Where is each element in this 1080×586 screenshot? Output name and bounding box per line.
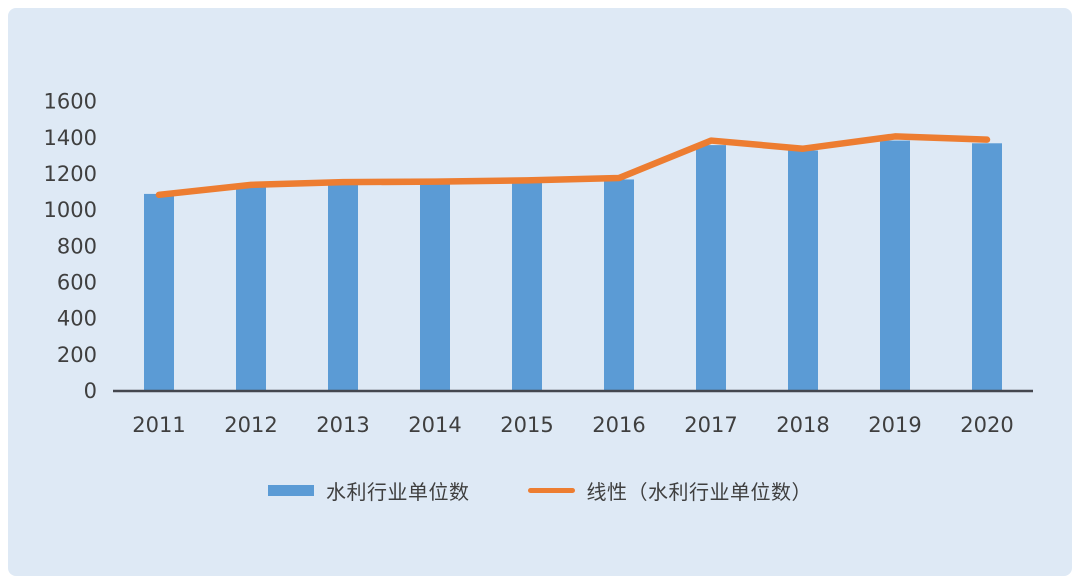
bar-2015 (512, 181, 542, 391)
trend-line (155, 133, 991, 199)
line-series-swatch-icon (527, 488, 575, 493)
y-axis-tick-label: 0 (84, 379, 97, 403)
x-axis-tick-label: 2018 (776, 413, 829, 437)
bar-2017 (696, 145, 726, 391)
bar-2011 (144, 193, 174, 391)
y-axis-tick-label: 200 (57, 343, 97, 367)
y-axis-tick-label: 1000 (44, 198, 97, 222)
bar-2012 (236, 186, 266, 391)
bar-2019 (880, 140, 910, 391)
bar-2013 (328, 183, 358, 391)
chart-legend: 水利行业单位数 线性（水利行业单位数） (8, 476, 1072, 505)
bar-2014 (420, 183, 450, 391)
x-axis-tick-label: 2019 (868, 413, 921, 437)
x-axis-tick-label: 2015 (500, 413, 553, 437)
y-axis-tick-label: 1400 (44, 126, 97, 150)
x-axis-tick-label: 2013 (316, 413, 369, 437)
bar-2020 (972, 143, 1002, 391)
x-axis-tick-label: 2011 (132, 413, 185, 437)
y-axis-tick-label: 800 (57, 234, 97, 258)
chart-panel: 0 200 400 600 800 1000 1200 1400 1600 2011 2012 201… (8, 8, 1072, 576)
x-axis-tick-label: 2017 (684, 413, 737, 437)
legend-item-line-series: 线性（水利行业单位数） (527, 476, 813, 505)
x-axis-tick-label: 2012 (224, 413, 277, 437)
legend-label-bar-series: 水利行业单位数 (326, 480, 470, 504)
bar-series-swatch-icon (268, 485, 314, 496)
bar-2016 (604, 179, 634, 391)
y-axis-tick-label: 400 (57, 307, 97, 331)
legend-label-line-series: 线性（水利行业单位数） (586, 480, 812, 504)
x-axis-tick-label: 2014 (408, 413, 461, 437)
x-axis-tick-label: 2020 (960, 413, 1013, 437)
y-axis-tick-label: 1600 (44, 90, 97, 114)
legend-item-bar-series: 水利行业单位数 (268, 476, 470, 505)
y-axis-tick-label: 1200 (44, 162, 97, 186)
y-axis-tick-label: 600 (57, 271, 97, 295)
x-axis-tick-label: 2016 (592, 413, 645, 437)
bar-2018 (788, 150, 818, 391)
